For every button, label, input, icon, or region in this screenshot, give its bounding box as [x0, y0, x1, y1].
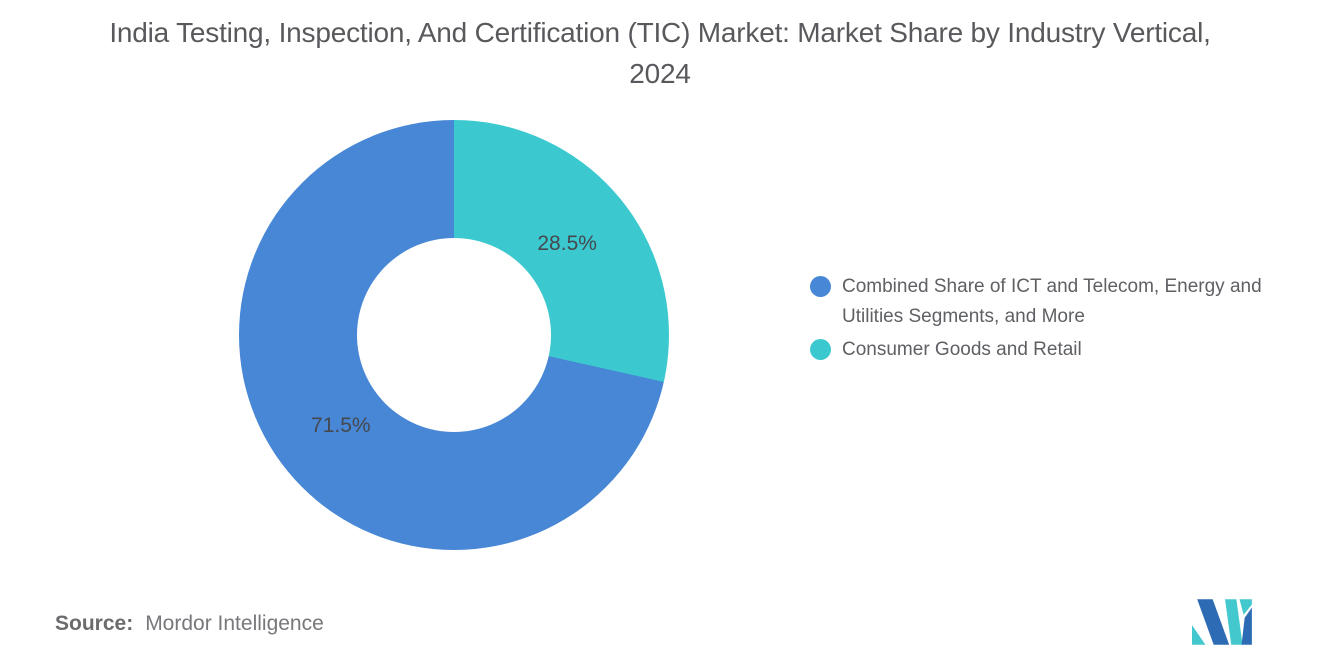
source-name: Mordor Intelligence: [145, 612, 324, 635]
mordor-intelligence-logo: [1192, 599, 1252, 645]
legend-marker-icon: [810, 276, 831, 297]
legend-label: Consumer Goods and Retail: [842, 338, 1082, 360]
donut-wrap: 28.5% 71.5%: [239, 120, 669, 550]
source-label: Source:: [55, 612, 134, 635]
legend-item: Combined Share of ICT and Telecom, Energ…: [810, 272, 1287, 333]
segment-data-label: 71.5%: [311, 413, 371, 437]
legend: Combined Share of ICT and Telecom, Energ…: [810, 272, 1287, 365]
legend-item: Consumer Goods and Retail: [810, 335, 1287, 365]
logo-left-diagonal: [1197, 599, 1230, 645]
chart-title: India Testing, Inspection, And Certifica…: [109, 17, 1211, 89]
legend-marker-icon: [810, 338, 831, 360]
logo-bottom-left-triangle: [1192, 625, 1206, 645]
source-line: Source: Mordor Intelligence: [55, 612, 324, 636]
logo-right-bar: [1241, 607, 1252, 645]
donut-hole: [357, 238, 551, 432]
logo-top-right-triangle: [1239, 599, 1252, 615]
logo-middle-diagonal: [1225, 599, 1243, 645]
segment-data-label: 28.5%: [537, 232, 597, 256]
legend-label: Combined Share of ICT and Telecom, Energ…: [842, 276, 1262, 328]
